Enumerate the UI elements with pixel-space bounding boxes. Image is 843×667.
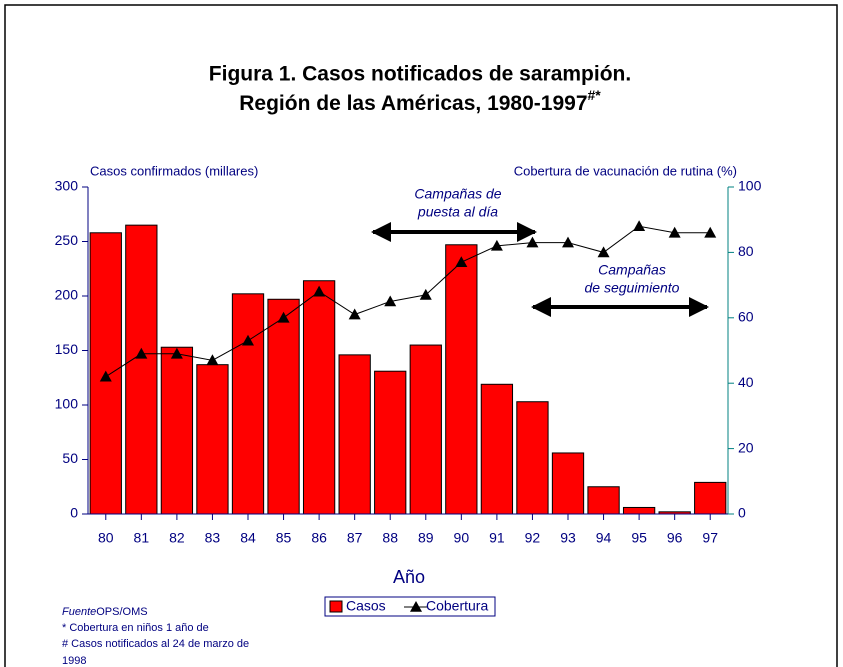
bar — [125, 224, 158, 515]
marker — [633, 220, 646, 232]
bar — [622, 506, 656, 515]
marker — [348, 308, 361, 320]
x-tick-label: 94 — [596, 530, 612, 546]
y-axis-label: Casos confirmados (millares) — [90, 163, 258, 178]
x-tick-label: 85 — [276, 530, 292, 546]
marker — [277, 311, 290, 323]
chart-title: Figura 1. Casos notificados de sarampión… — [209, 63, 631, 86]
marker — [313, 285, 326, 297]
bar — [516, 401, 549, 515]
bar — [694, 481, 727, 515]
marker — [455, 256, 468, 268]
bar — [480, 383, 514, 515]
marker — [668, 226, 681, 238]
note: 1998 — [62, 655, 86, 667]
marker — [526, 236, 539, 248]
bar — [409, 344, 442, 515]
y-tick-label: 50 — [62, 450, 78, 466]
x-tick-label: 84 — [240, 530, 256, 546]
legend-marker — [410, 601, 422, 612]
x-tick-label: 93 — [560, 530, 576, 546]
chart-subtitle: Región de las Américas, 1980-1997#* — [239, 87, 601, 115]
marker — [135, 347, 148, 359]
y2-tick-label: 40 — [738, 374, 754, 390]
x-tick-label: 80 — [98, 530, 114, 546]
marker — [562, 236, 574, 248]
x-tick-label: 83 — [205, 530, 221, 546]
bar — [445, 244, 478, 515]
x-tick-label: 95 — [631, 530, 647, 546]
y-tick-label: 0 — [70, 505, 78, 521]
bar — [267, 298, 300, 515]
x-tick-label: 87 — [347, 530, 363, 546]
note: * Cobertura en niños 1 año de — [62, 622, 209, 634]
y2-tick-label: 0 — [738, 505, 746, 521]
bar — [231, 293, 265, 515]
x-tick-label: 91 — [489, 530, 505, 546]
marker — [170, 347, 183, 359]
line — [105, 225, 711, 378]
source-text: OPS/OMS — [96, 606, 147, 618]
y2-axis-label: Cobertura de vacunación de rutina (%) — [514, 163, 737, 178]
annotation: Campañas — [598, 262, 666, 278]
y-tick-label: 100 — [55, 396, 79, 412]
marker — [597, 246, 610, 258]
source: FuenteOPS/OMS — [62, 606, 148, 618]
x-tick-label: 86 — [311, 530, 327, 546]
bar — [374, 370, 407, 515]
y2-tick-label: 100 — [738, 178, 762, 194]
x-tick-label: 82 — [169, 530, 185, 546]
subtitle-mark: #* — [588, 87, 602, 103]
x-tick-label: 89 — [418, 530, 434, 546]
marker — [490, 239, 503, 251]
source-label: Fuente — [62, 606, 96, 618]
marker — [242, 334, 254, 346]
marker — [419, 288, 432, 300]
y2-tick-label: 80 — [738, 243, 754, 259]
x-tick-label: 90 — [454, 530, 470, 546]
annotation: Campañas de — [414, 186, 501, 202]
bar — [160, 346, 194, 515]
legend-label: Cobertura — [426, 598, 488, 614]
annotation: de seguimiento — [585, 280, 680, 296]
note: # Casos notificados al 24 de marzo de — [62, 638, 249, 650]
marker — [704, 226, 717, 238]
legend-label: Casos — [346, 598, 386, 614]
marker — [206, 354, 219, 366]
marker — [99, 370, 112, 382]
marker — [384, 295, 397, 307]
y-tick-label: 300 — [55, 178, 79, 194]
bar — [587, 486, 620, 515]
annotation: puesta al día — [417, 204, 498, 220]
y-tick-label: 200 — [55, 287, 79, 303]
frame — [4, 4, 838, 667]
subtitle-text: Región de las Américas, 1980-1997 — [239, 92, 587, 115]
bar — [551, 452, 585, 515]
bar — [338, 354, 371, 515]
x-tick-label: 88 — [382, 530, 398, 546]
legend-swatch — [329, 600, 343, 613]
x-axis-label: Año — [393, 567, 425, 587]
bar — [302, 280, 336, 515]
x-tick-label: 92 — [525, 530, 541, 546]
y-tick-label: 250 — [55, 232, 79, 248]
bar — [196, 364, 229, 515]
y2-tick-label: 60 — [738, 309, 754, 325]
y2-tick-label: 20 — [738, 439, 754, 455]
x-tick-label: 81 — [134, 530, 150, 546]
x-tick-label: 96 — [667, 530, 683, 546]
y-tick-label: 150 — [55, 341, 79, 357]
x-tick-label: 97 — [702, 530, 718, 546]
